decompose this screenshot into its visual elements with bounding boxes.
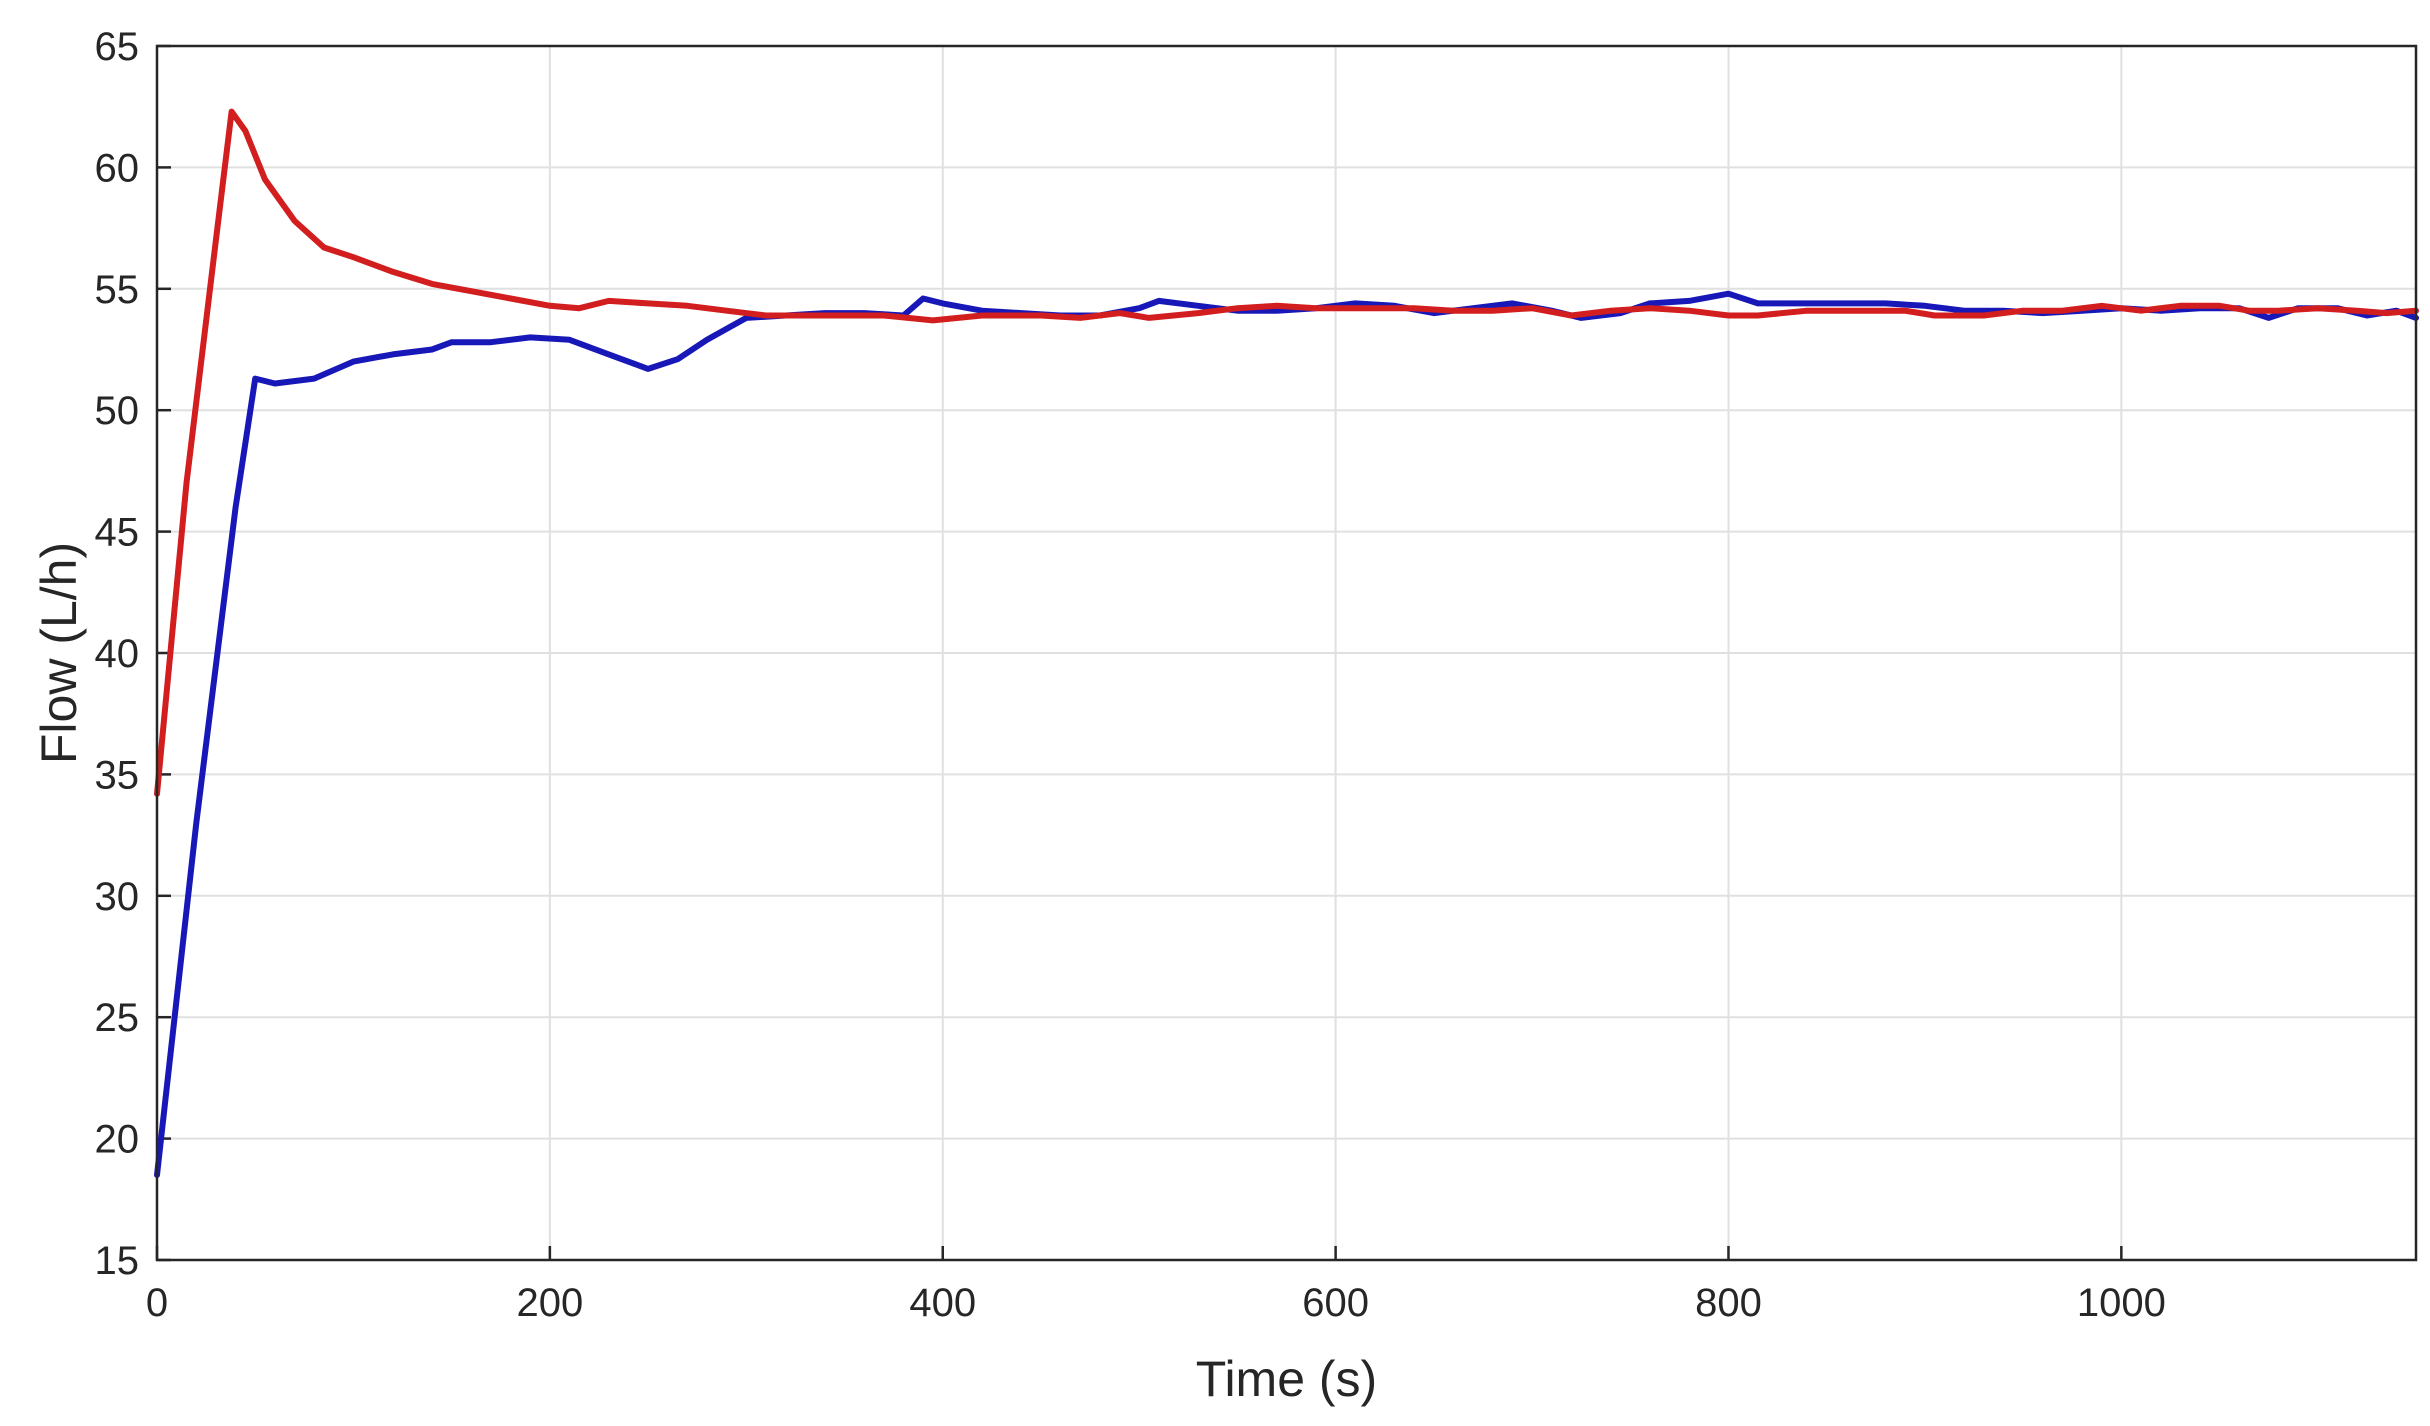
y-tick-label: 30 — [95, 875, 140, 919]
y-tick-label: 35 — [95, 753, 140, 797]
y-tick-label: 45 — [95, 511, 140, 555]
series-group — [154, 108, 2419, 1178]
x-axis-label: Time (s) — [1196, 1351, 1377, 1407]
y-tick-label: 15 — [95, 1239, 140, 1283]
y-axis-label: Flow (L/h) — [31, 542, 87, 764]
y-tick-labels: 15 20 25 30 35 40 45 50 55 60 65 — [95, 25, 140, 1283]
y-tick-label: 50 — [95, 389, 140, 433]
x-tick-label: 800 — [1695, 1281, 1762, 1325]
x-tick-label: 600 — [1302, 1281, 1369, 1325]
y-tick-label: 60 — [95, 146, 140, 190]
x-tick-label: 0 — [146, 1281, 168, 1325]
y-tick-label: 55 — [95, 268, 140, 312]
y-tick-label: 65 — [95, 25, 140, 69]
plot-frame — [155, 44, 2418, 1262]
series-line-2 — [154, 108, 2419, 797]
x-tick-label: 400 — [909, 1281, 976, 1325]
x-tick-label: 1000 — [2077, 1281, 2166, 1325]
y-tick-label: 20 — [95, 1118, 140, 1162]
y-tick-label: 40 — [95, 632, 140, 676]
x-tick-label: 200 — [516, 1281, 583, 1325]
y-tick-label: 25 — [95, 996, 140, 1040]
x-tick-labels: 0 200 400 600 800 1000 — [146, 1281, 2166, 1325]
